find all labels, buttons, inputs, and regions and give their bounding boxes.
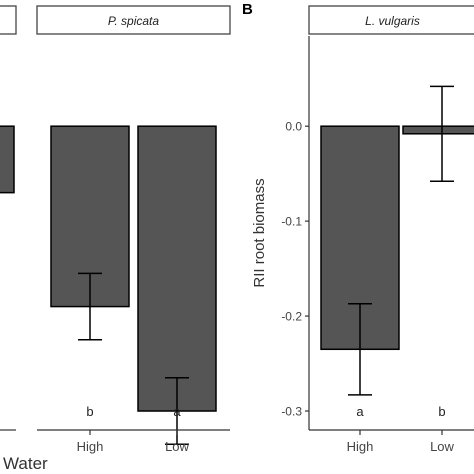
x-tick-label: High <box>77 439 104 454</box>
strip-header <box>308 5 474 35</box>
y-tick-label: -0.3 <box>281 405 302 419</box>
panel-tag-b: B <box>242 1 253 18</box>
y-axis-label: RII root biomass <box>251 178 268 287</box>
bar-low <box>402 125 474 135</box>
bar-partial <box>0 125 15 194</box>
strip-header-partial <box>0 5 17 35</box>
bar-low <box>137 125 217 412</box>
significance-letter: a <box>356 404 364 419</box>
y-tick-label: -0.1 <box>281 215 302 229</box>
panel-a-partial <box>0 5 17 431</box>
panel-p-spicata: P. spicata b High a Low <box>36 5 231 454</box>
significance-letter: a <box>173 404 181 419</box>
strip-label: L. vulgaris <box>365 14 420 28</box>
x-tick-label: High <box>347 439 374 454</box>
significance-letter: b <box>86 404 93 419</box>
y-tick-label: 0.0 <box>285 120 302 134</box>
strip-label: P. spicata <box>108 14 159 28</box>
x-axis-label-water: Water <box>3 454 48 473</box>
strip-header <box>36 5 231 35</box>
significance-letter: b <box>438 404 445 419</box>
x-tick-label: Low <box>165 439 189 454</box>
y-tick-label: -0.2 <box>281 310 302 324</box>
panel-b-l-vulgaris: L. vulgaris 0.0 -0.1 -0.2 -0.3 RII root bioma… <box>251 5 474 454</box>
x-tick-label: Low <box>430 439 454 454</box>
